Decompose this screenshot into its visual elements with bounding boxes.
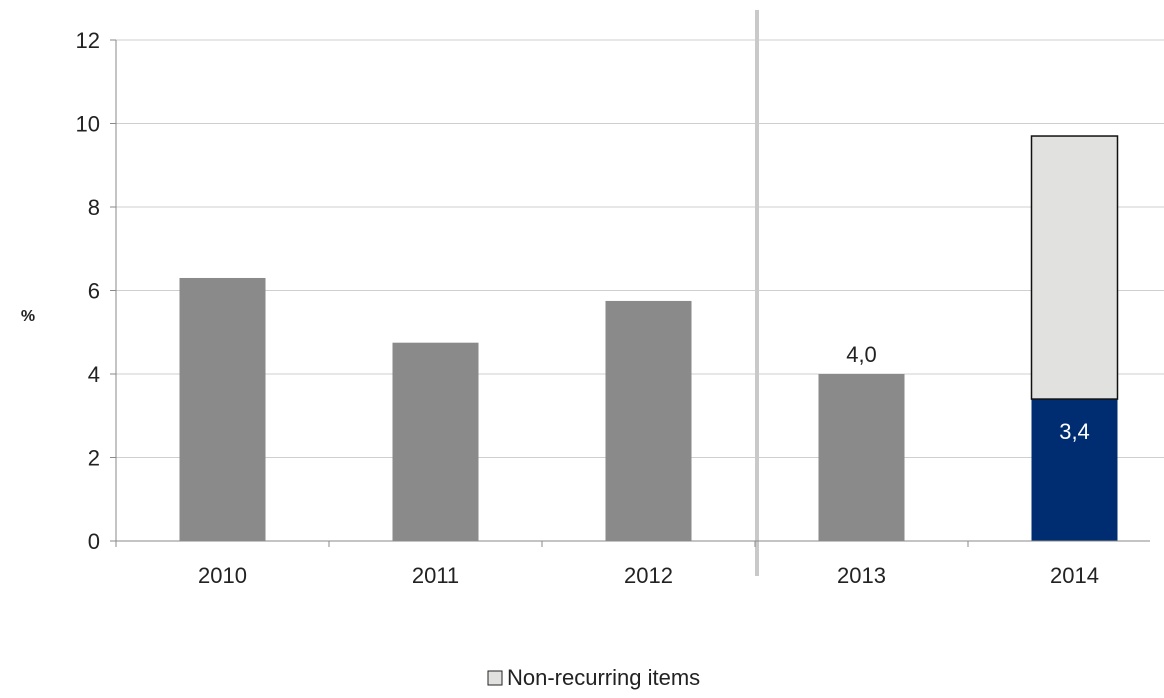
- x-tick-label: 2013: [837, 563, 886, 588]
- x-tick-label: 2012: [624, 563, 673, 588]
- bars: [179, 135, 1119, 541]
- y-tick-label: 12: [76, 28, 100, 53]
- y-tick-label: 2: [88, 446, 100, 471]
- axes: 0 2 4 6 8 10 12 2010 2011 2012 2013 2014: [76, 28, 1150, 588]
- y-tick-label: 10: [76, 112, 100, 137]
- bar-2011: [392, 342, 479, 541]
- x-tick-label: 2010: [198, 563, 247, 588]
- y-axis-title: %: [21, 308, 35, 325]
- x-tick-label: 2014: [1050, 563, 1099, 588]
- bar-2012: [605, 300, 692, 541]
- grid-lines: [116, 39, 1164, 458]
- y-tick-label: 8: [88, 195, 100, 220]
- data-label-2014: 3,4: [1059, 419, 1090, 444]
- y-tick-label: 6: [88, 279, 100, 304]
- y-tick-label: 0: [88, 529, 100, 554]
- x-tick-label: 2011: [412, 563, 459, 588]
- bar-2014: [1031, 399, 1118, 541]
- data-label-2013: 4,0: [846, 342, 877, 367]
- legend-swatch: [487, 670, 503, 686]
- bar-non-recurring-2014: [1030, 135, 1119, 400]
- y-tick-label: 4: [88, 362, 100, 387]
- legend: Non-recurring items: [487, 665, 700, 690]
- legend-label: Non-recurring items: [507, 665, 700, 690]
- bar-2010: [179, 277, 266, 541]
- data-labels: 4,0 3,4: [846, 342, 1090, 444]
- bar-2013: [818, 374, 905, 541]
